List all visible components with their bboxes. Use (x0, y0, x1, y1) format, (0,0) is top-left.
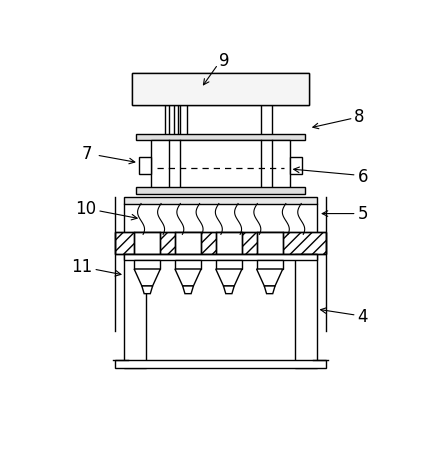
Bar (134, 260, 160, 269)
Bar (178, 105, 187, 140)
Bar (124, 254, 316, 260)
Polygon shape (264, 286, 275, 294)
Polygon shape (175, 269, 201, 286)
Text: 5: 5 (358, 205, 368, 223)
Text: 7: 7 (82, 145, 92, 163)
Bar (295, 254, 316, 368)
Bar (115, 232, 326, 254)
Bar (132, 73, 309, 105)
Polygon shape (183, 286, 194, 294)
Polygon shape (142, 286, 153, 294)
Bar (136, 187, 305, 194)
Bar (124, 197, 316, 203)
Bar (151, 140, 290, 188)
Text: 11: 11 (71, 258, 92, 277)
Bar (132, 73, 309, 105)
Bar (257, 260, 283, 269)
Text: 9: 9 (219, 52, 230, 70)
Bar (115, 360, 326, 368)
Text: 4: 4 (358, 308, 368, 326)
Bar (165, 105, 174, 140)
Polygon shape (257, 269, 283, 286)
Bar (139, 158, 151, 174)
Bar (175, 232, 201, 254)
Polygon shape (224, 286, 234, 294)
Polygon shape (216, 269, 242, 286)
Text: 10: 10 (75, 200, 96, 218)
Bar (134, 232, 160, 254)
Text: 8: 8 (354, 108, 364, 125)
Bar (175, 260, 201, 269)
Bar (290, 158, 302, 174)
Polygon shape (134, 269, 160, 286)
Bar (115, 232, 326, 254)
Bar (257, 232, 283, 254)
Text: 6: 6 (358, 168, 368, 185)
Bar (136, 133, 305, 140)
Bar (124, 254, 146, 368)
Bar (216, 260, 242, 269)
Bar (216, 232, 242, 254)
